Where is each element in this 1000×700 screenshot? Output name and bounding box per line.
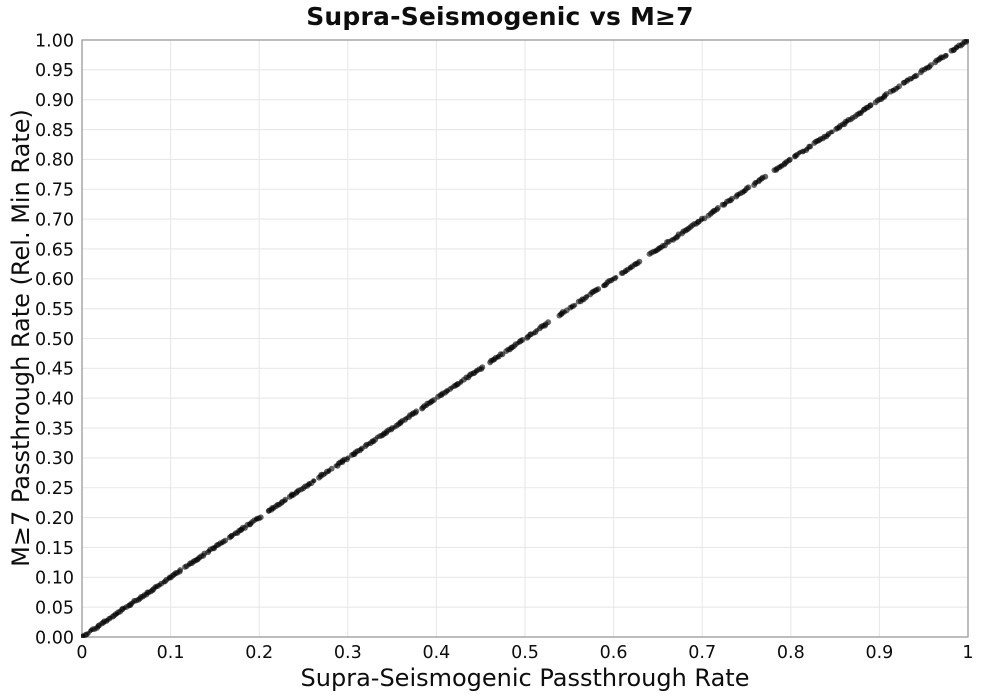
chart-title: Supra-Seismogenic vs M≥7 xyxy=(306,2,694,31)
svg-text:0.00: 0.00 xyxy=(35,628,74,648)
svg-text:0.8: 0.8 xyxy=(777,643,805,663)
svg-text:0.85: 0.85 xyxy=(35,121,74,141)
svg-text:0.10: 0.10 xyxy=(35,569,74,589)
svg-text:0.6: 0.6 xyxy=(600,643,628,663)
svg-text:0: 0 xyxy=(76,643,87,663)
svg-text:1: 1 xyxy=(962,643,973,663)
svg-text:0.1: 0.1 xyxy=(157,643,185,663)
svg-text:0.55: 0.55 xyxy=(35,300,74,320)
svg-text:0.15: 0.15 xyxy=(35,539,74,559)
x-axis-title: Supra-Seismogenic Passthrough Rate xyxy=(300,664,750,692)
svg-text:0.9: 0.9 xyxy=(865,643,893,663)
svg-text:0.80: 0.80 xyxy=(35,151,74,171)
svg-text:0.95: 0.95 xyxy=(35,61,74,81)
y-tick-labels: 0.00 0.05 0.10 0.15 0.20 0.25 0.30 0.35 0.40 0.45… xyxy=(35,31,74,648)
x-tick-labels: 0 0.1 0.2 0.3 0.4 0.5 0.6 0.7 0.8 0.9 1 xyxy=(76,643,973,663)
svg-text:0.65: 0.65 xyxy=(35,240,74,260)
y-axis-title: M≥7 Passthrough Rate (Rel. Min Rate) xyxy=(7,109,35,567)
svg-text:0.30: 0.30 xyxy=(35,449,74,469)
grid-lines xyxy=(82,40,968,637)
svg-text:0.2: 0.2 xyxy=(245,643,273,663)
svg-text:0.20: 0.20 xyxy=(35,509,74,529)
svg-text:1.00: 1.00 xyxy=(35,31,74,51)
svg-text:0.60: 0.60 xyxy=(35,270,74,290)
svg-text:0.90: 0.90 xyxy=(35,91,74,111)
svg-text:0.40: 0.40 xyxy=(35,390,74,410)
scatter-points xyxy=(81,39,969,638)
svg-text:0.50: 0.50 xyxy=(35,330,74,350)
svg-text:0.5: 0.5 xyxy=(511,643,539,663)
plot-border xyxy=(81,39,969,638)
svg-text:0.05: 0.05 xyxy=(35,598,74,618)
svg-text:0.45: 0.45 xyxy=(35,360,74,380)
svg-text:0.35: 0.35 xyxy=(35,419,74,439)
svg-text:0.75: 0.75 xyxy=(35,181,74,201)
svg-text:0.4: 0.4 xyxy=(422,643,450,663)
svg-text:0.25: 0.25 xyxy=(35,479,74,499)
svg-text:0.7: 0.7 xyxy=(688,643,716,663)
svg-text:0.70: 0.70 xyxy=(35,210,74,230)
svg-text:0.3: 0.3 xyxy=(334,643,362,663)
